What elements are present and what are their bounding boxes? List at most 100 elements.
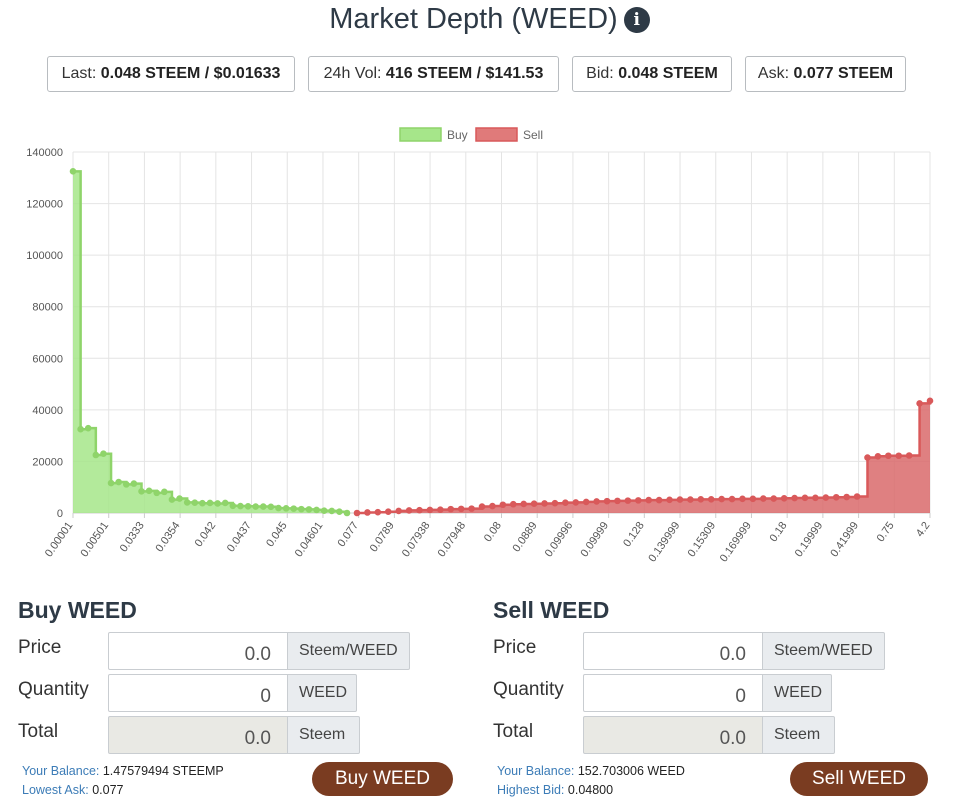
ask-label: Ask: [757,65,790,82]
y-tick-label: 140000 [26,147,63,159]
sell-total-unit: Steem [763,716,835,754]
sell-point [728,495,736,503]
buy-point [130,480,138,487]
legend-label-sell[interactable]: Sell [523,128,543,142]
volume-label: 24h Vol: [323,65,382,82]
lowest-ask-value: 0.077 [92,783,124,797]
sell-point [395,507,402,515]
buy-price-label: Price [18,637,62,658]
buy-quantity-unit: WEED [288,674,357,712]
buy-point [275,504,282,512]
last-value: 0.048 STEEM / $0.01633 [100,65,281,82]
x-tick-label: 0.41999 [828,520,861,559]
sell-point [364,509,371,516]
buy-point [77,425,84,433]
buy-point [298,505,305,513]
buy-point [206,499,214,507]
sell-point [634,497,642,504]
buy-point [107,479,115,487]
chart-grid [72,151,931,518]
buy-point [138,488,145,495]
sell-quantity-input[interactable] [583,674,763,712]
buy-total-input[interactable] [108,716,288,754]
bid-value: 0.048 STEEM [618,65,718,82]
buy-point [100,450,107,457]
x-tick-label: 0.0333 [118,520,147,554]
buy-balance-label[interactable]: Your Balance: [22,764,100,778]
highest-bid: Highest Bid: 0.04800 [497,783,613,797]
legend-label-buy[interactable]: Buy [447,128,468,142]
sell-point [853,493,861,500]
buy-balance-value: 1.47579494 STEEMP [102,764,224,778]
sell-balance: Your Balance: 152.703006 WEED [497,764,685,778]
last-label: Last: [61,65,97,82]
x-tick-label: 0.07938 [400,520,433,559]
buy-price-input[interactable] [108,632,288,670]
x-tick-label: 0.09996 [543,520,576,559]
x-tick-label: 0.18 [768,520,790,544]
x-tick-label: 0.04601 [293,520,326,559]
chart-legend[interactable]: Buy Sell [399,127,543,142]
y-tick-label: 40000 [32,405,63,417]
buy-point [161,488,168,496]
sell-total-label: Total [493,721,534,742]
sell-price-unit: Steem/WEED [763,632,885,670]
buy-point [259,503,267,510]
buy-point [153,489,161,497]
sell-point [645,496,653,504]
sell-point [384,508,392,516]
sell-point [780,495,788,502]
x-tick-label: 0.0354 [153,520,182,554]
sell-point [405,507,413,514]
y-tick-label: 120000 [26,199,63,211]
buy-point [336,508,343,516]
sell-balance-label[interactable]: Your Balance: [497,764,575,778]
sell-button[interactable]: Sell WEED [790,762,928,796]
y-tick-label: 60000 [32,353,63,365]
buy-total-label: Total [18,721,59,742]
sell-quantity-label: Quantity [493,679,564,700]
x-tick-label: 0.00001 [43,520,76,559]
sell-point [832,493,840,501]
x-tick-label: 0.0437 [225,520,254,554]
sell-point [760,495,767,502]
buy-point [290,505,298,512]
x-tick-label: 0.09999 [578,520,611,559]
highest-bid-label[interactable]: Highest Bid: [497,783,565,797]
x-tick-label: 0.07948 [436,520,469,559]
legend-swatch-sell[interactable] [475,127,518,142]
sell-area [357,400,930,513]
buy-point [84,424,92,432]
buy-point [176,495,183,502]
sell-quantity-unit: WEED [763,674,832,712]
sell-price-label: Price [493,637,537,658]
sell-point [353,509,361,517]
lowest-ask-label[interactable]: Lowest Ask: [22,783,89,797]
highest-bid-value: 0.04800 [567,783,614,797]
y-tick-label: 100000 [26,250,63,262]
sell-point [551,499,559,507]
legend-swatch-buy[interactable] [399,127,442,142]
x-tick-label: 0.169999 [718,520,754,564]
y-tick-label: 80000 [32,302,63,314]
sell-price-input[interactable] [583,632,763,670]
sell-point [749,495,757,503]
buy-point [305,506,313,513]
buy-balance: Your Balance: 1.47579494 STEEMP [22,764,224,778]
sell-total-input[interactable] [583,716,763,754]
buy-button[interactable]: Buy WEED [312,762,453,796]
ask-stat: Ask: 0.077 STEEM [745,56,906,92]
x-tick-label: 0.128 [621,520,647,549]
buy-point [199,499,206,507]
info-circle-icon[interactable]: i [623,7,650,33]
bid-stat: Bid: 0.048 STEEM [572,56,732,92]
sell-point [707,496,715,503]
chart-areas [69,168,934,517]
sell-point [843,493,850,501]
sell-point [603,497,611,505]
buy-quantity-input[interactable] [108,674,288,712]
page-title: Market Depth (WEED) i [0,3,979,36]
market-depth-chart[interactable]: 0 20000 40000 60000 80000 100000 120000 140000 0… [0,118,979,578]
sell-point [614,497,621,505]
buy-point [328,507,336,515]
